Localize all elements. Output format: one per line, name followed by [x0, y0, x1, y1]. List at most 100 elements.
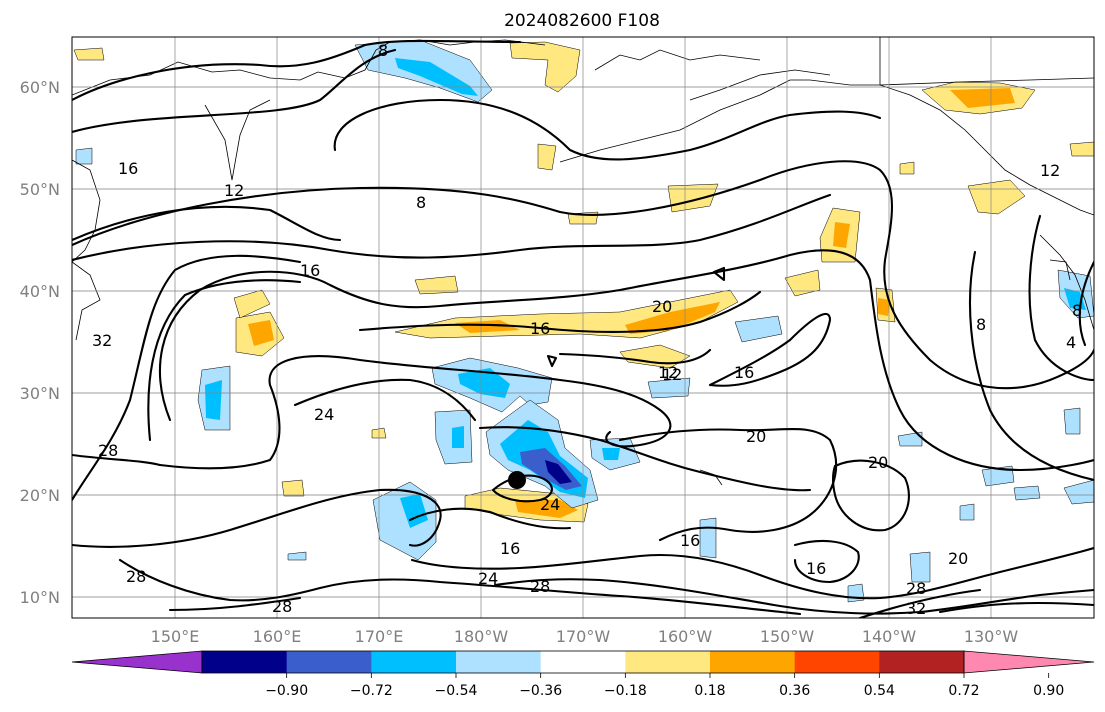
- strong-negative-region: [400, 494, 428, 528]
- contour-line: [147, 279, 302, 442]
- contour-line: [168, 596, 302, 612]
- contour-line: [478, 426, 812, 492]
- strong-positive-region: [878, 298, 890, 316]
- contour-line: [72, 48, 397, 134]
- colorbar-segment: [456, 651, 542, 673]
- contour-line: [159, 249, 1094, 472]
- colorbar-segment: [540, 651, 626, 673]
- negative-anomaly-region: [1013, 485, 1041, 501]
- colorbar-segment: [625, 651, 711, 673]
- contour-line: [358, 290, 762, 333]
- lon-label: 150°E: [151, 627, 200, 646]
- lon-label: 160°W: [658, 627, 713, 646]
- map-frame: 8 8 12 16 16 12 16 20 16 12 8 4 8 32 28 …: [71, 36, 1095, 619]
- lat-label: 30°N: [20, 384, 60, 403]
- strong-positive-region: [515, 500, 578, 518]
- strong-positive-region: [833, 222, 850, 248]
- positive-anomaly-region: [967, 179, 1026, 215]
- storm-center-marker: [508, 471, 526, 489]
- contour-label: 20: [868, 453, 888, 472]
- contour-label: 28: [530, 577, 550, 596]
- contour-labels: 8 8 12 16 16 12 16 20 16 12 8 4 8 32 28 …: [92, 41, 1082, 618]
- contour-line: [858, 588, 982, 618]
- positive-anomaly-region: [414, 275, 459, 295]
- lat-label: 60°N: [20, 78, 60, 97]
- contour-label: 16: [806, 559, 826, 578]
- negative-anomaly-region: [1063, 407, 1081, 435]
- colorbar: −0.90 −0.72 −0.54 −0.36 −0.18 0.18 0.36 0.54 0.7…: [71, 650, 1095, 699]
- contour-line: [72, 488, 442, 548]
- contour-label: 24: [540, 495, 560, 514]
- contour-line: [333, 98, 882, 161]
- colorbar-tick-label: 0.72: [948, 683, 979, 699]
- contour-label: 32: [92, 331, 112, 350]
- strong-negative-region: [205, 380, 222, 420]
- contour-line: [72, 254, 302, 502]
- negative-anomaly-region: [734, 315, 783, 343]
- contours: [72, 39, 1094, 618]
- contour-label: 20: [948, 549, 968, 568]
- contour-line: [408, 507, 572, 530]
- contour-label: 16: [734, 363, 754, 382]
- lat-label: 40°N: [20, 282, 60, 301]
- longitude-labels: 150°E 160°E 170°E 180°W 170°W 160°W 150°…: [151, 627, 1019, 646]
- negative-anomaly-region: [847, 583, 865, 603]
- colorbar-segment: [286, 651, 372, 673]
- strong-positive-region: [950, 88, 1015, 108]
- contour-line: [558, 348, 712, 365]
- contour-label: 24: [314, 405, 334, 424]
- negative-anomaly-region: [699, 517, 717, 559]
- colorbar-extension-low: [71, 650, 203, 674]
- colorbar-tick-label: 0.90: [1033, 683, 1064, 699]
- contour-label: 20: [746, 427, 766, 446]
- positive-anomaly-region: [1069, 141, 1094, 157]
- contour-line: [618, 427, 838, 542]
- contour-line: [72, 453, 162, 467]
- colorbar-segment: [371, 651, 457, 673]
- contour-label: 16: [680, 531, 700, 550]
- contour-label: 16: [118, 159, 138, 178]
- colorbar-tick-label: −0.72: [350, 683, 393, 699]
- map-title: 2024082600 F108: [504, 11, 660, 31]
- positive-anomaly-region: [667, 183, 719, 213]
- negative-anomaly-region: [909, 551, 931, 583]
- gridlines: [72, 37, 1094, 618]
- contour-label: 28: [126, 567, 146, 586]
- positive-anomaly-region: [899, 161, 915, 175]
- negative-anomaly-region: [287, 551, 307, 561]
- contour-label: 28: [272, 597, 292, 616]
- colorbar-tick-label: 0.18: [694, 683, 725, 699]
- contour-label: 32: [906, 599, 926, 618]
- negative-anomaly-region: [897, 431, 923, 447]
- contour-line: [832, 459, 910, 532]
- contour-line: [493, 578, 1094, 615]
- colorbar-segment: [202, 651, 288, 673]
- contour-label: 28: [98, 441, 118, 460]
- lat-label: 20°N: [20, 486, 60, 505]
- lat-label: 10°N: [20, 588, 60, 607]
- contour-line: [118, 558, 802, 616]
- strong-positive-region: [625, 302, 720, 334]
- contour-label: 12: [1040, 161, 1060, 180]
- contour-label: 12: [224, 181, 244, 200]
- strong-negative-region: [602, 448, 620, 460]
- contour-label: 16: [500, 539, 520, 558]
- contour-line: [72, 193, 832, 262]
- contour-line: [1028, 214, 1094, 382]
- strong-negative-region: [395, 58, 478, 96]
- contour-line: [1078, 260, 1094, 347]
- latitude-labels: 60°N 50°N 40°N 30°N 20°N 10°N: [20, 78, 60, 607]
- negative-anomaly-region: [1063, 479, 1094, 505]
- contour-line: [72, 205, 342, 242]
- colorbar-segment: [794, 651, 880, 673]
- contour-label: 16: [530, 319, 550, 338]
- colorbar-tick-label: −0.90: [265, 683, 308, 699]
- strong-positive-region: [455, 320, 520, 333]
- contour-label: 12: [662, 365, 682, 384]
- colorbar-tick-label: −0.54: [435, 683, 478, 699]
- strong-negative-region: [452, 426, 464, 448]
- contour-line: [410, 546, 1094, 600]
- contour-label: 8: [378, 41, 388, 60]
- colorbar-tick-label: 0.54: [864, 683, 895, 699]
- colorbar-tick-label: 0.36: [779, 683, 810, 699]
